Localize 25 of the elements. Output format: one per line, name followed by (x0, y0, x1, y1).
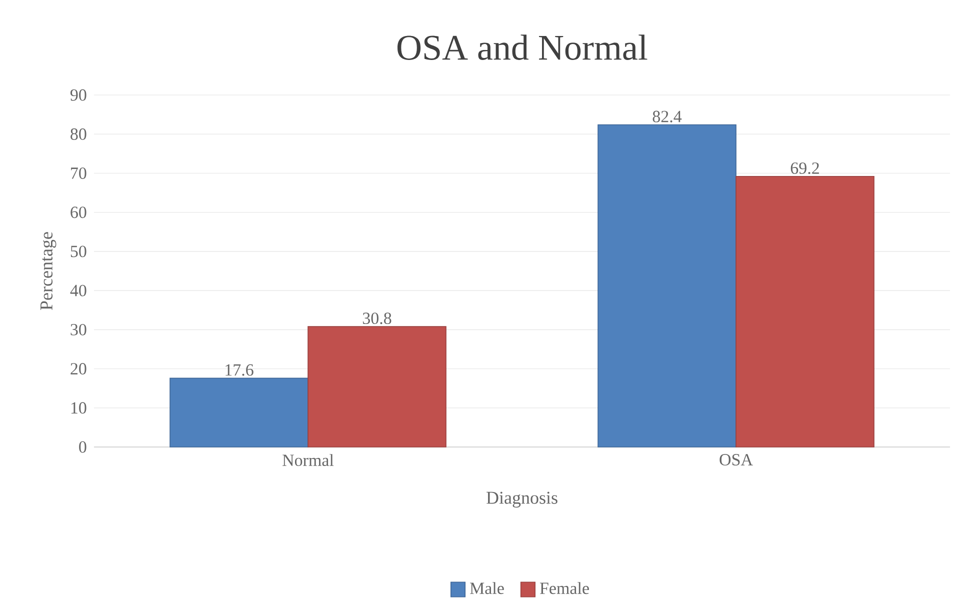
data-label: 30.8 (362, 312, 392, 324)
bar (598, 124, 736, 448)
bar (308, 326, 446, 448)
x-axis-title: Diagnosis (486, 492, 558, 508)
bar (170, 378, 308, 448)
y-axis-title: Percentage (40, 232, 56, 310)
x-tick-label: Normal (282, 454, 334, 466)
x-tick-label: OSA (720, 454, 753, 466)
y-tick-label: 40 (70, 284, 86, 296)
y-tick-label: 20 (70, 363, 86, 375)
y-tick-label: 50 (70, 246, 86, 258)
y-tick-label: 30 (70, 324, 86, 336)
legend-label: Female (540, 582, 589, 594)
data-label: 69.2 (790, 162, 819, 174)
y-tick-label: 80 (70, 128, 86, 140)
y-tick-label: 10 (71, 402, 86, 414)
data-label: 82.4 (652, 110, 682, 122)
legend-label: Male (470, 582, 504, 594)
y-tick-label: 0 (79, 441, 86, 453)
y-tick-label: 70 (71, 168, 86, 179)
data-label: 17.6 (226, 364, 254, 376)
bar (736, 176, 874, 448)
chart-title: OSA and Normal (397, 34, 648, 60)
y-tick-label: 60 (70, 206, 86, 218)
y-tick-label: 90 (70, 89, 86, 101)
